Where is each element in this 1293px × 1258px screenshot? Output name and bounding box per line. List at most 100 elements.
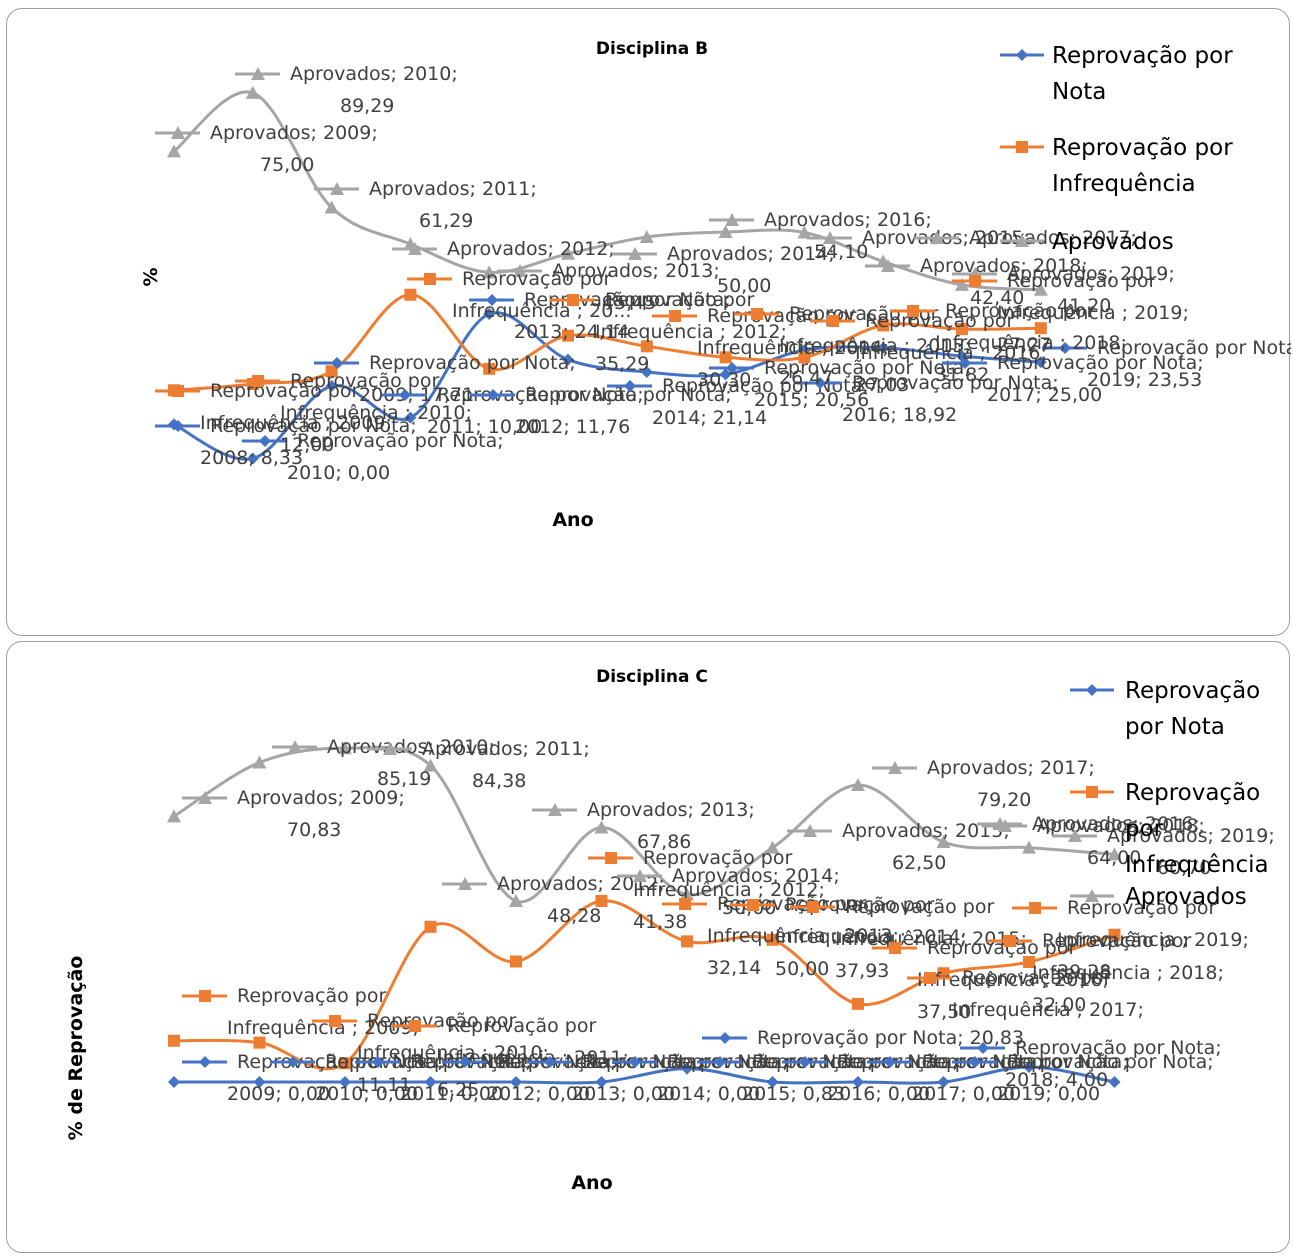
- legend-marker-0: [1086, 684, 1098, 696]
- data-label-text: Aprovados; 2017;: [969, 227, 1137, 249]
- legend-entry-text: Reprovação por: [1052, 43, 1233, 69]
- data-point-s2-2009: [252, 755, 267, 769]
- data-label: Reprovação por Infrequência ; 2016; 27,03: [810, 310, 1047, 396]
- data-label-text: Reprovação por: [643, 847, 792, 869]
- data-label-text: 2016; 18,92: [842, 404, 957, 426]
- data-label-text: Reprovação por: [290, 370, 439, 392]
- data-point-s2-2013: [561, 246, 575, 260]
- data-label-text: 79,20: [977, 789, 1031, 811]
- chart-title: Disciplina B: [596, 39, 708, 59]
- data-label-marker: [884, 1056, 896, 1068]
- data-label: Reprovação por Nota; 2011; 10,00: [382, 384, 644, 438]
- data-point-s1-2014: [681, 935, 693, 948]
- data-label-text: 2012; 11,76: [515, 416, 630, 438]
- data-label: Aprovados; 2010; 85,19: [272, 736, 495, 790]
- data-point-s0-2015: [719, 368, 732, 381]
- data-label-marker: [252, 375, 264, 387]
- data-label-text: 2019; 23,53: [1087, 369, 1202, 391]
- data-label-text: Reprovação por Nota;: [369, 352, 576, 374]
- data-label-marker: [799, 1056, 811, 1068]
- data-point-s2-2012: [482, 265, 497, 279]
- data-label-text: 2018; 4,00: [1005, 1069, 1108, 1091]
- series-markers: [167, 85, 1048, 465]
- legend-entry-text: por: [1125, 816, 1164, 842]
- data-label-text: Aprovados; 2010;: [327, 736, 495, 758]
- data-point-s1-2017: [877, 319, 890, 332]
- y-axis-title: % de Reprovação: [65, 956, 87, 1141]
- data-label-text: 2016; 0,00: [827, 1083, 930, 1105]
- data-label-marker: [567, 294, 579, 306]
- data-label-text: 6,25: [437, 1079, 479, 1101]
- legend-entry-text: Reprovação: [1125, 780, 1260, 806]
- data-label-text: Infrequência ; 2016;: [917, 969, 1109, 991]
- data-label-marker: [487, 389, 499, 401]
- data-label-marker: [814, 377, 826, 389]
- data-point-s1-2018: [1023, 956, 1035, 968]
- data-label-marker: [888, 761, 902, 774]
- legend: Reprovação por Nota Reprovação por Infrequên…: [1070, 678, 1269, 910]
- data-point-s1-2016: [852, 997, 864, 1010]
- data-label-text: 27,03: [855, 374, 909, 396]
- data-label-text: 2009; 0,00: [227, 1083, 330, 1105]
- data-label: Reprovação por Infrequência ; 2014; 50,00: [730, 894, 967, 980]
- data-label-text: 2014; 21,14: [652, 407, 767, 429]
- data-label: Aprovados; 2013; 67,86: [532, 799, 755, 853]
- data-label-text: Infrequência ; 2010;: [280, 402, 472, 424]
- data-point-s0-2017: [937, 1076, 950, 1088]
- data-label: Aprovados; 2011; 61,29: [314, 178, 537, 232]
- data-point-s2-2010: [338, 741, 352, 755]
- data-label-marker: [747, 899, 759, 911]
- chart-panel-disciplina-c: Disciplina C % de Reprovação Ano Aprovad…: [6, 641, 1290, 1253]
- data-label-text: Infrequência ; 2019;: [997, 302, 1189, 324]
- data-label-marker: [907, 305, 919, 317]
- data-label-text: Infrequência ; 2015;: [835, 928, 1027, 950]
- data-label-text: 2010; 0,00: [315, 1083, 418, 1105]
- legend-entry-text: Nota: [1052, 79, 1106, 105]
- data-label-text: 37,50: [917, 1001, 971, 1023]
- data-label: Aprovados; 2018; 42,40: [865, 255, 1088, 309]
- data-label: Aprovados; 2017; 79,20: [872, 757, 1095, 811]
- legend-entry-text: por Nota: [1125, 714, 1225, 740]
- data-point-s0-2017: [877, 341, 890, 354]
- data-point-s1-2015: [766, 933, 779, 946]
- data-label: Aprovados; 2018; 64,00: [982, 815, 1205, 869]
- data-label-marker: [548, 803, 562, 816]
- data-label-marker: [803, 824, 817, 837]
- data-label-text: Reprovação por Nota;: [1015, 1037, 1222, 1059]
- data-label-text: Reprovação por Nota;: [667, 1051, 874, 1073]
- data-point-s1-2017: [937, 967, 950, 980]
- data-label-text: 75,00: [260, 154, 314, 176]
- data-label-text: Aprovados; 2016;: [764, 209, 932, 231]
- x-axis-title: Ano: [571, 1172, 612, 1194]
- data-label: Aprovados; 2016; 54,10: [709, 209, 932, 263]
- data-label-text: 2008; 8,33: [200, 447, 303, 469]
- data-label: Reprovação por Infrequência ; 2010; 12,00: [235, 370, 472, 456]
- data-point-s2-2019: [1033, 282, 1048, 296]
- data-label-text: Infrequência ; 2017;: [952, 999, 1144, 1021]
- data-label-text: Infrequência ; 2010;: [357, 1042, 549, 1064]
- data-label-text: Reprovação por Nota;: [922, 1051, 1129, 1073]
- data-label: Reprovação por Nota; 2010; 0,00: [242, 430, 504, 484]
- legend-entry-text: Aprovados: [1125, 884, 1247, 910]
- data-label-marker: [486, 294, 498, 306]
- data-label-marker: [823, 231, 837, 244]
- data-point-s2-2017: [936, 835, 951, 848]
- data-label: Reprovação por Infrequência ; 2017;: [907, 967, 1144, 1021]
- data-label-marker: [372, 1056, 384, 1068]
- data-label-text: 48,28: [547, 905, 601, 927]
- data-label-marker: [172, 420, 184, 432]
- data-label-text: Aprovados; 2019;: [1007, 263, 1175, 285]
- data-label-marker: [408, 242, 422, 255]
- data-label-marker: [726, 362, 738, 374]
- data-label-text: 2019; 0,00: [997, 1083, 1100, 1105]
- x-axis-title: Ano: [552, 509, 593, 531]
- legend-marker-2: [1015, 234, 1029, 247]
- data-label: Reprovação por Nota; 2016; 0,00: [782, 1051, 1044, 1105]
- data-label-text: Aprovados; 2014;: [667, 243, 835, 265]
- data-label-text: Aprovados; 2013;: [587, 799, 755, 821]
- data-label-text: Reprovação por: [1007, 270, 1156, 292]
- data-point-s0-2013: [595, 1076, 608, 1088]
- data-label-text: 84,38: [472, 770, 526, 792]
